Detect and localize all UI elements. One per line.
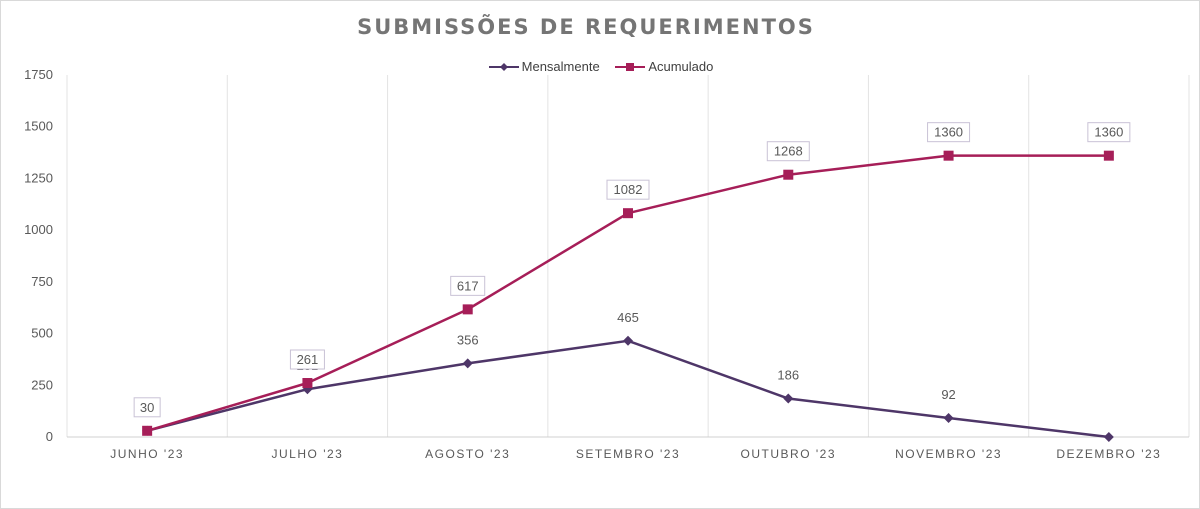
- y-tick-label: 1500: [24, 119, 53, 134]
- data-label-acumulado: 1360: [934, 125, 963, 140]
- data-label-box: [289, 349, 325, 370]
- legend-marker-square: [615, 62, 646, 71]
- y-tick-label: 750: [31, 274, 53, 289]
- y-tick-label: 500: [31, 326, 53, 341]
- x-tick-label: NOVEMBRO '23: [895, 447, 1002, 461]
- chart-title: SUBMISSÕES DE REQUERIMENTOS: [357, 15, 815, 39]
- data-label-mensalmente: 356: [457, 332, 479, 347]
- data-point-acumulado: [142, 425, 153, 436]
- data-point-acumulado: [623, 208, 633, 219]
- data-label-mensalmente: 465: [617, 310, 639, 325]
- data-label-box: [1087, 122, 1131, 143]
- legend: Mensalmente Acumulado: [1, 59, 1200, 75]
- legend-label-mensalmente: Mensalmente: [521, 59, 600, 74]
- data-point-acumulado: [783, 169, 794, 180]
- legend-label-acumulado: Acumulado: [648, 59, 714, 74]
- data-point-acumulado: [1103, 150, 1114, 161]
- data-point-mensalmente: [783, 393, 794, 404]
- data-label-box: [450, 275, 486, 296]
- data-point-acumulado: [943, 150, 954, 161]
- data-point-mensalmente: [943, 412, 954, 423]
- data-label-acumulado: 1082: [614, 182, 643, 197]
- x-tick-label: DEZEMBRO '23: [1056, 447, 1161, 461]
- y-tick-label: 0: [46, 429, 53, 444]
- x-tick-label: JULHO '23: [272, 447, 344, 461]
- data-label-box: [927, 122, 971, 143]
- data-label-acumulado: 30: [140, 400, 154, 415]
- x-tick-label: JUNHO '23: [110, 447, 184, 461]
- data-label-box: [606, 179, 650, 200]
- x-tick-label: SETEMBRO '23: [576, 447, 680, 461]
- legend-item-acumulado: Acumulado: [615, 59, 713, 74]
- y-tick-label: 1000: [24, 222, 53, 237]
- data-label-box: [766, 141, 810, 162]
- data-point-mensalmente: [1103, 432, 1114, 442]
- x-tick-label: AGOSTO '23: [425, 447, 510, 461]
- y-tick-label: 1750: [24, 67, 53, 82]
- data-label-box: [133, 397, 161, 418]
- y-tick-label: 250: [31, 377, 53, 392]
- data-point-mensalmente: [462, 358, 473, 369]
- legend-marker-diamond: [488, 62, 519, 71]
- data-label-acumulado: 1360: [1094, 125, 1123, 140]
- x-tick-label: OUTUBRO '23: [741, 447, 836, 461]
- data-label-mensalmente: 186: [777, 368, 799, 383]
- data-point-mensalmente: [623, 335, 633, 346]
- data-label-acumulado: 261: [297, 352, 319, 367]
- y-tick-label: 1250: [24, 170, 53, 185]
- data-label-acumulado: 617: [457, 278, 479, 293]
- legend-item-mensalmente: Mensalmente: [488, 59, 600, 74]
- data-point-acumulado: [302, 378, 313, 389]
- data-label-acumulado: 1268: [774, 144, 803, 159]
- data-point-acumulado: [462, 304, 473, 315]
- data-label-mensalmente: 92: [941, 387, 955, 402]
